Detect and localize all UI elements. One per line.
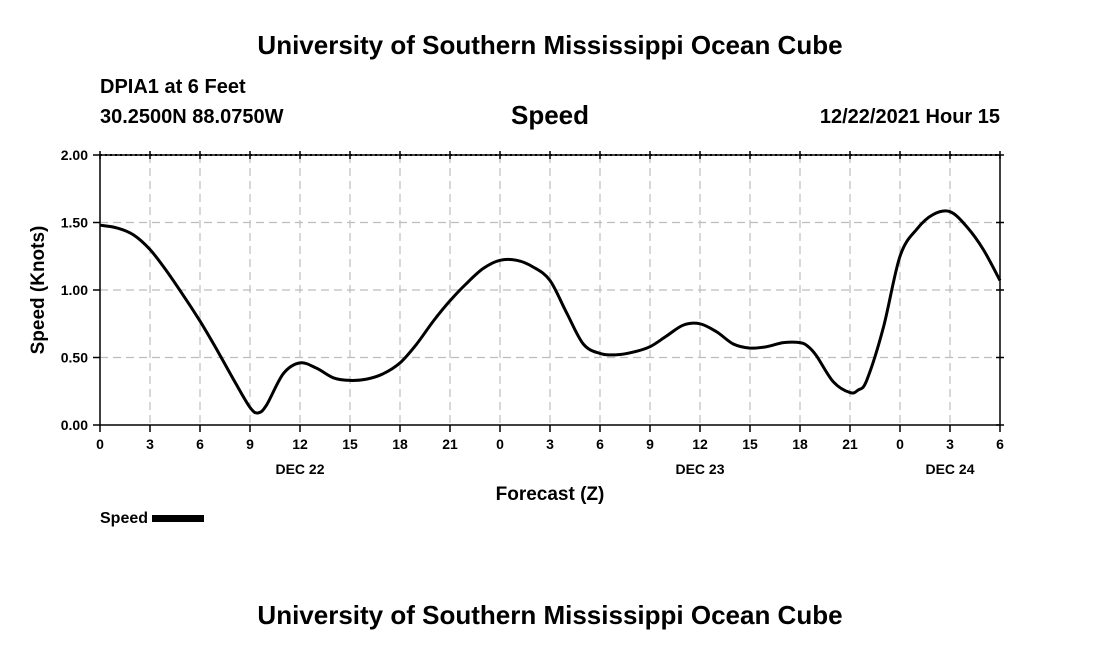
variable-title: Speed (510, 100, 590, 130)
y-tick-label: 1.00 (61, 282, 88, 298)
date-label: DEC 23 (675, 461, 724, 477)
x-axis-tick-labels: 0 3 6 9 12 15 18 21 0 3 6 9 12 15 18 21 0 3 6 (96, 436, 1004, 452)
plot-frame (99, 154, 1001, 426)
y-tick-label: 0.00 (61, 417, 88, 433)
x-tick-label: 21 (442, 436, 458, 452)
axis-ticks (93, 151, 1004, 432)
y-axis-title: Speed (Knots) (28, 226, 49, 355)
x-axis-date-labels: DEC 22 DEC 23 DEC 24 (275, 461, 974, 477)
forecast-datetime: 12/22/2021 Hour 15 (819, 106, 1000, 128)
legend-line-swatch (152, 515, 205, 523)
x-tick-label: 0 (496, 436, 504, 452)
y-tick-label: 0.50 (61, 350, 88, 366)
x-tick-label: 6 (996, 436, 1004, 452)
x-tick-label: 18 (392, 436, 408, 452)
station-label: DPIA1 at 6 Feet (100, 76, 246, 98)
x-tick-label: 15 (742, 436, 758, 452)
legend-label: Speed (100, 510, 149, 527)
x-tick-label: 15 (342, 436, 358, 452)
station-coordinates: 30.2500N 88.0750W (100, 106, 284, 128)
x-axis-title: Forecast (Z) (496, 484, 605, 505)
legend: Speed (100, 510, 205, 528)
x-tick-label: 3 (146, 436, 154, 452)
x-tick-label: 6 (596, 436, 604, 452)
chart-footer-title: University of Southern Mississippi Ocean… (257, 600, 843, 630)
chart-main-title: University of Southern Mississippi Ocean… (257, 30, 843, 60)
date-label: DEC 22 (275, 461, 324, 477)
date-label: DEC 24 (925, 461, 974, 477)
y-axis-tick-labels: 0.00 0.50 1.00 1.50 2.00 (61, 147, 88, 433)
x-tick-label: 3 (946, 436, 954, 452)
x-tick-label: 6 (196, 436, 204, 452)
x-tick-label: 12 (292, 436, 308, 452)
speed-series-line (99, 209, 1002, 415)
y-tick-label: 1.50 (61, 215, 88, 231)
x-tick-label: 0 (896, 436, 904, 452)
x-tick-label: 9 (246, 436, 254, 452)
x-tick-label: 12 (692, 436, 708, 452)
x-tick-label: 21 (842, 436, 858, 452)
x-tick-label: 3 (546, 436, 554, 452)
x-tick-label: 18 (792, 436, 808, 452)
x-tick-label: 9 (646, 436, 654, 452)
x-tick-label: 0 (96, 436, 104, 452)
y-tick-label: 2.00 (61, 147, 88, 163)
